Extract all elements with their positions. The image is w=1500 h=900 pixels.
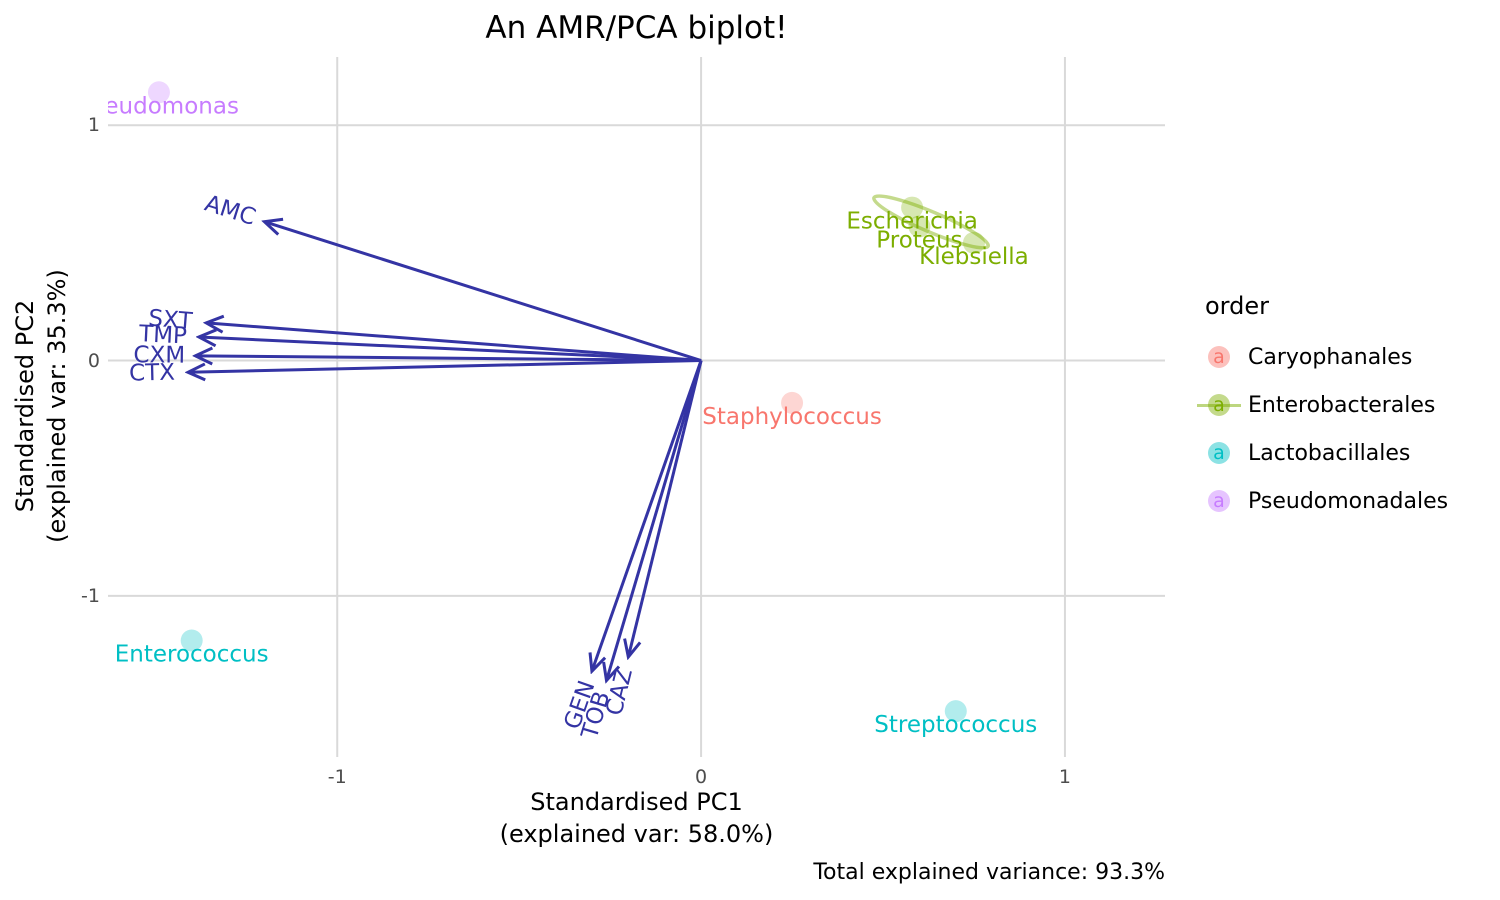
confidence-ellipse-enterobacterales — [872, 194, 990, 250]
legend-item-pseudomonadales: a Pseudomonadales — [1205, 477, 1495, 525]
legend-items: a Caryophanales a Enterobacterales a Lactobac… — [1197, 333, 1495, 525]
legend-item-label: Lactobacillales — [1248, 440, 1411, 466]
x-tick-label--1: -1 — [327, 766, 347, 788]
loading-label-tmp: TMP — [138, 321, 188, 349]
loading-label-cxm: CXM — [133, 342, 185, 368]
plot-panel: AMCSXTTMPCXMCTXGENTOBCAZPseudomonasEsche… — [108, 57, 1165, 757]
legend-key-a-icon: a — [1205, 487, 1233, 515]
data-point-pseudomonas — [147, 81, 170, 104]
legend-key-a-icon: a — [1197, 391, 1241, 419]
data-point-proteus — [908, 215, 931, 238]
legend-key-circle-icon — [1208, 442, 1230, 464]
legend-key-line-icon — [1197, 404, 1241, 407]
point-label-escherichia: Escherichia — [846, 209, 977, 235]
legend-item-label: Caryophanales — [1248, 344, 1413, 370]
legend-item-lactobacillales: a Lactobacillales — [1205, 429, 1495, 477]
loading-arrow-gen — [592, 360, 703, 672]
legend-key-circle-icon — [1208, 394, 1230, 416]
legend-title: order — [1205, 292, 1269, 320]
x-axis-title-line2: (explained var: 58.0%) — [499, 820, 774, 848]
loading-arrow-cxm — [195, 356, 702, 361]
legend: order a Caryophanales a Enterobacterales a La… — [1197, 291, 1495, 525]
loading-label-sxt: SXT — [147, 306, 194, 335]
data-point-streptococcus — [944, 700, 967, 723]
legend-key-circle-icon — [1208, 346, 1230, 368]
y-tick-label--1: -1 — [81, 584, 100, 607]
legend-item-label: Enterobacterales — [1248, 392, 1436, 418]
y-tick-label-1: 1 — [87, 114, 100, 137]
data-point-klebsiella — [962, 231, 985, 254]
loading-arrow-tob — [606, 360, 703, 681]
loading-arrow-ctx — [188, 359, 702, 373]
point-label-enterococcus: Enterococcus — [115, 642, 269, 668]
legend-key-glyph: a — [1213, 490, 1225, 512]
legend-key-glyph: a — [1213, 442, 1225, 464]
y-axis-title-line2: (explained var: 35.3%) — [43, 269, 71, 543]
legend-item-enterobacterales: a Enterobacterales — [1197, 381, 1495, 429]
x-axis-title-line1: Standardised PC1 — [530, 788, 743, 816]
loading-label-ctx: CTX — [129, 360, 176, 387]
point-label-staphylococcus: Staphylococcus — [702, 404, 882, 430]
x-tick-label-1: 1 — [1058, 766, 1071, 788]
loading-arrow-amc — [264, 222, 702, 362]
y-axis-title: Standardised PC2 (explained var: 35.3%) — [9, 56, 73, 756]
loading-arrow-caz — [628, 360, 703, 657]
data-point-enterococcus — [180, 629, 203, 652]
y-axis-title-line1: Standardised PC2 — [11, 299, 39, 513]
legend-item-caryophanales: a Caryophanales — [1205, 333, 1495, 381]
point-label-klebsiella: Klebsiella — [919, 244, 1029, 270]
loading-arrow-tmp — [199, 337, 702, 363]
loading-arrow-sxt — [206, 323, 702, 363]
total-variance-caption: Total explained variance: 93.3% — [813, 860, 1165, 885]
legend-item-label: Pseudomonadales — [1248, 488, 1449, 514]
legend-key-a-icon: a — [1205, 343, 1233, 371]
legend-key-circle-icon — [1208, 490, 1230, 512]
loading-label-caz: CAZ — [601, 666, 638, 718]
chart-title: An AMR/PCA biplot! — [485, 10, 788, 46]
x-axis-title: Standardised PC1 (explained var: 58.0%) — [108, 786, 1165, 850]
point-label-streptococcus: Streptococcus — [874, 712, 1037, 738]
legend-key-glyph: a — [1213, 346, 1225, 368]
point-label-pseudomonas: Pseudomonas — [108, 93, 239, 119]
y-tick-label-0: 0 — [87, 349, 100, 372]
legend-key-glyph: a — [1213, 394, 1225, 416]
loading-label-amc: AMC — [202, 191, 259, 231]
point-label-proteus: Proteus — [876, 227, 962, 253]
x-tick-label-0: 0 — [695, 766, 708, 788]
data-point-staphylococcus — [781, 391, 804, 414]
legend-key-a-icon: a — [1205, 439, 1233, 467]
data-point-escherichia — [901, 196, 924, 219]
